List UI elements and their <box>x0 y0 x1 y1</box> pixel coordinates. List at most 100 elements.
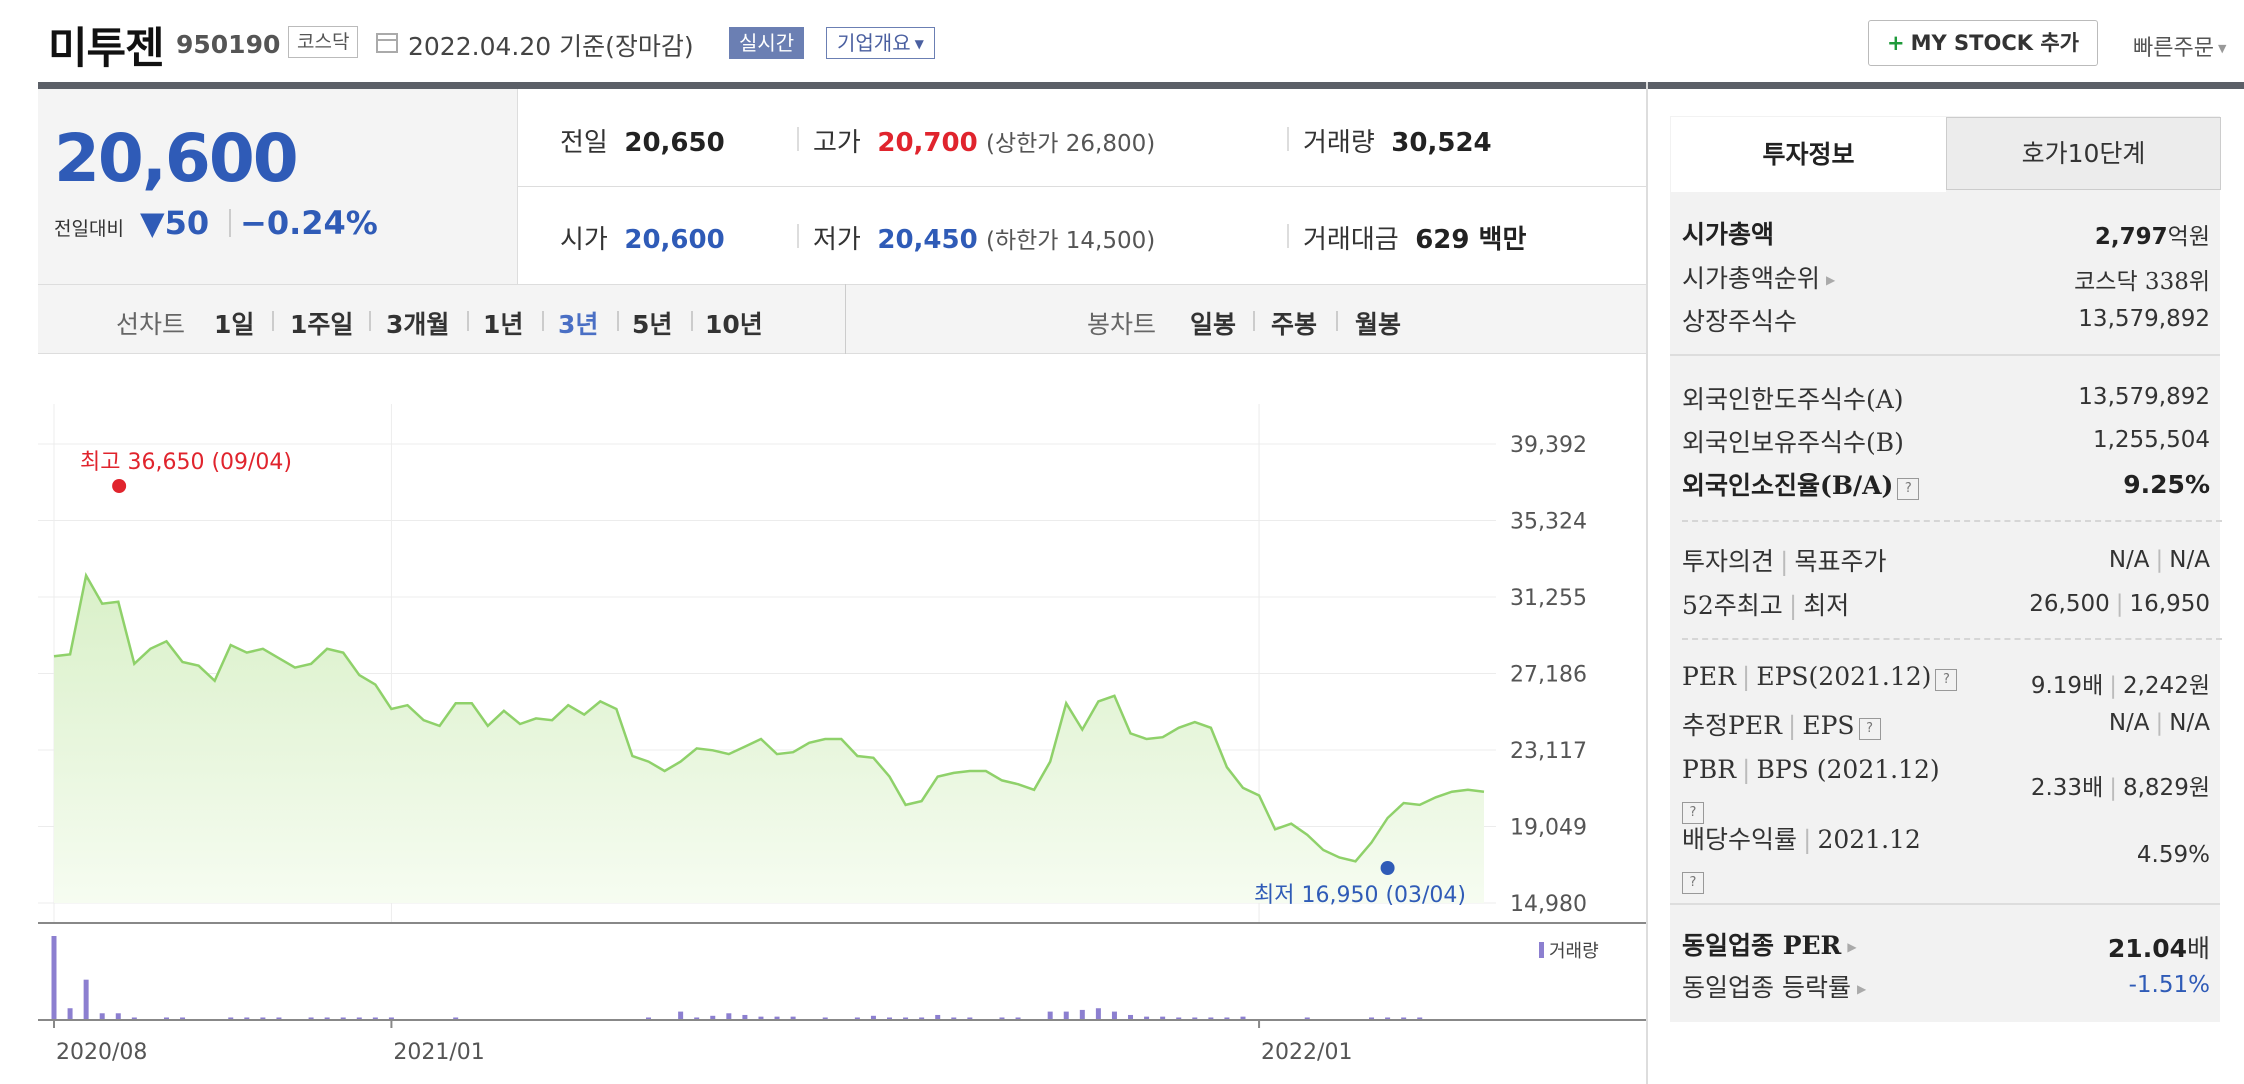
volume-bar <box>180 1017 186 1020</box>
help-icon[interactable]: ? <box>1682 872 1704 894</box>
company-info-dropdown[interactable]: 기업개요 ▼ <box>826 27 935 59</box>
plus-icon: + <box>1887 31 1905 55</box>
volume-bar <box>1144 1016 1150 1020</box>
chevron-right-icon: ▶ <box>1856 982 1867 996</box>
tab-3y[interactable]: 3년 <box>558 310 599 339</box>
price-summary <box>38 89 518 284</box>
header-divider <box>38 82 2244 89</box>
market-cap-rank-value: 코스닥 338위 <box>2074 269 2210 295</box>
divider <box>542 311 544 331</box>
tab-1d[interactable]: 1일 <box>214 310 255 339</box>
foreign-hold-label: 외국인보유주식수(B) <box>1682 428 1904 457</box>
volume-bar <box>645 1017 651 1020</box>
volume-bar <box>1417 1017 1423 1020</box>
volume-bar <box>854 1017 860 1020</box>
tab-monthly[interactable]: 월봉 <box>1355 310 1402 339</box>
volume-bar <box>1047 1011 1053 1020</box>
price-change-value: 50 <box>164 204 210 242</box>
tab-weekly[interactable]: 주봉 <box>1271 310 1318 339</box>
quick-order-label: 빠른주문 <box>2133 36 2214 61</box>
volume-bar <box>67 1008 73 1020</box>
price-change-rate: −0.24% <box>240 204 378 242</box>
divider <box>229 209 231 237</box>
volume-bar <box>1111 1011 1117 1020</box>
tab-invest-info[interactable]: 투자정보 <box>1671 117 1946 192</box>
open-value: 20,600 <box>624 225 725 255</box>
row-divider <box>518 186 1646 187</box>
volume-bar <box>742 1014 748 1020</box>
volume-bar <box>1208 1017 1214 1020</box>
open-label: 시가 <box>560 225 608 255</box>
price-chart[interactable]: 39,392 35,324 31,255 27,186 23,117 19,049 14,9… <box>0 354 1646 1084</box>
stock-code: 950190 <box>176 30 281 59</box>
volume-bar <box>308 1017 314 1020</box>
divider <box>691 311 693 331</box>
volume-bar <box>1015 1017 1021 1020</box>
help-icon[interactable]: ? <box>1897 478 1920 500</box>
realtime-button[interactable]: 실시간 <box>729 27 805 59</box>
volume-bar <box>774 1016 780 1020</box>
listed-shares-label: 상장주식수 <box>1682 307 1798 336</box>
volume-bar <box>228 1017 234 1020</box>
low-annotation: 최저 16,950 (03/04) <box>1254 883 1466 908</box>
market-cap-rank-label[interactable]: 시가총액순위 ▶ <box>1682 264 1836 293</box>
volume-bar <box>388 1017 394 1020</box>
per-eps-label: PER | EPS(2021.12)? <box>1682 662 1958 691</box>
volume-bar <box>1240 1016 1246 1020</box>
add-mystock-button[interactable]: + MY STOCK 추가 <box>1868 20 2098 66</box>
prev-close: 전일 20,650 <box>560 122 725 159</box>
divider <box>797 127 799 151</box>
volume-bar <box>115 1013 121 1020</box>
panel-divider <box>1646 82 1648 1084</box>
est-per-value: N/A | N/A <box>2108 710 2210 736</box>
volume-bar <box>1128 1014 1134 1020</box>
tab-orderbook[interactable]: 호가10단계 <box>1946 117 2221 190</box>
tab-daily[interactable]: 일봉 <box>1190 310 1237 339</box>
price-area <box>54 575 1484 903</box>
help-icon[interactable]: ? <box>1935 669 1958 691</box>
y-axis: 39,392 35,324 31,255 27,186 23,117 19,049 14,9… <box>1510 433 1587 917</box>
candle-chart-label: 봉차트 <box>1087 310 1157 339</box>
quick-order-button[interactable]: 빠른주문 ▼ <box>2133 30 2226 62</box>
volume-bar <box>324 1017 330 1020</box>
open-price: 시가 20,600 <box>560 219 725 256</box>
week52-value: 26,500 | 16,950 <box>2029 591 2210 617</box>
tab-1y[interactable]: 1년 <box>483 310 524 339</box>
volume-bar <box>453 1017 459 1020</box>
section-divider <box>1682 638 2222 640</box>
high-label: 고가 <box>813 128 861 158</box>
y-tick-label: 35,324 <box>1510 510 1587 535</box>
add-mystock-label: MY STOCK 추가 <box>1910 31 2079 55</box>
help-icon[interactable]: ? <box>1682 802 1704 824</box>
volume-label: 거래량 <box>1303 128 1375 158</box>
volume-bar <box>790 1016 796 1020</box>
y-tick-label: 39,392 <box>1510 433 1587 458</box>
x-tick-label: 2021/01 <box>393 1040 484 1065</box>
est-per-label: 추정PER | EPS? <box>1682 706 1881 742</box>
amount-value: 629 백만 <box>1415 225 1527 255</box>
tab-3m[interactable]: 3개월 <box>386 310 450 339</box>
sector-per-label[interactable]: 동일업종 PER ▶ <box>1682 931 1857 960</box>
line-chart-label: 선차트 <box>116 310 186 339</box>
price-change: ▼50 <box>140 204 209 242</box>
stock-name: 미투젠 <box>48 24 165 74</box>
sector-per-value: 21.04배 <box>2107 934 2210 963</box>
foreign-ratio-label: 외국인소진율(B/A)? <box>1682 466 1920 502</box>
divider <box>845 284 846 354</box>
chart-tab-bar <box>38 284 1646 354</box>
help-icon[interactable]: ? <box>1858 718 1881 740</box>
per-eps-value: 9.19배 | 2,242원 <box>2030 673 2210 699</box>
dividend-value: 4.59% <box>2136 842 2210 868</box>
tab-5y[interactable]: 5년 <box>632 310 673 339</box>
tab-10y[interactable]: 10년 <box>705 310 763 339</box>
volume-bar <box>1079 1009 1085 1020</box>
volume-bar <box>694 1017 700 1020</box>
low-label: 저가 <box>813 225 861 255</box>
volume-bar <box>276 1017 282 1020</box>
market-badge: 코스닥 <box>288 26 359 58</box>
high-annotation: 최고 36,650 (09/04) <box>80 450 292 475</box>
divider <box>272 311 274 331</box>
volume-bar <box>340 1017 346 1020</box>
sector-rate-label[interactable]: 동일업종 등락률 ▶ <box>1682 973 1867 1002</box>
tab-1w[interactable]: 1주일 <box>290 310 354 339</box>
